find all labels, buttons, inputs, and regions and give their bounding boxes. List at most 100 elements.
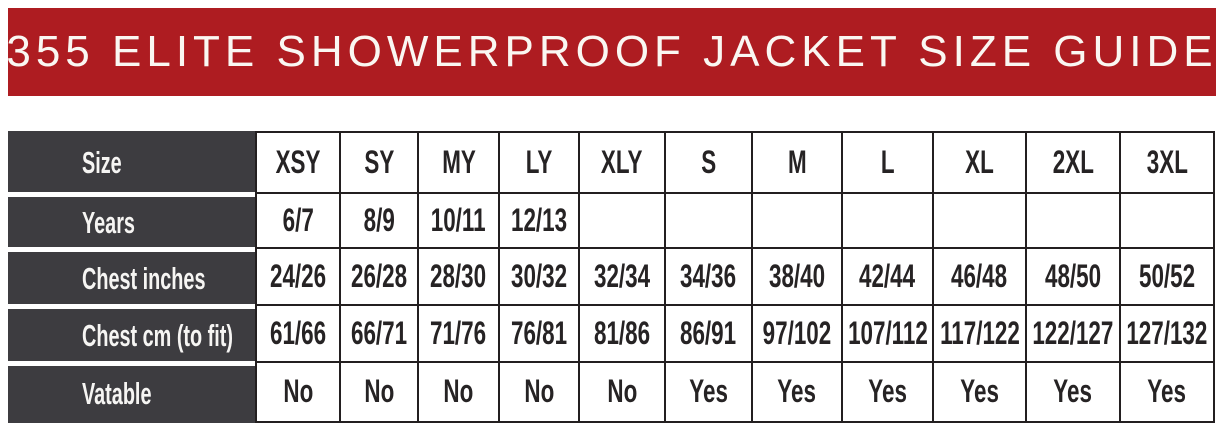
row-years: Years 6/7 8/9 10/11 12/13: [8, 191, 1215, 249]
row-chest-cm: Chest cm (to fit) 61/66 66/71 71/76 76/8…: [8, 303, 1215, 363]
cell-text: 38/40: [768, 257, 826, 294]
table-cell: 32/34: [578, 246, 666, 306]
cell-text: No: [524, 373, 554, 410]
table-cell: 71/76: [417, 303, 500, 363]
page-title: 355 ELITE SHOWERPROOF JACKET SIZE GUIDE: [6, 27, 1218, 76]
table-cell: [932, 191, 1027, 249]
cell-text: Yes: [960, 373, 999, 410]
table-cell: 8/9: [338, 191, 420, 249]
table-cell: [578, 191, 666, 249]
column-header-text: 3XL: [1146, 144, 1188, 180]
table-cell: [1119, 191, 1215, 249]
cell-text: No: [607, 373, 637, 410]
row-label-text: Size: [82, 144, 122, 180]
cell-text: 10/11: [431, 201, 486, 238]
cell-text: 42/44: [859, 257, 916, 294]
row-label-years: Years: [8, 191, 255, 249]
table-cell: 107/112: [840, 303, 935, 363]
table-cell: Yes: [932, 360, 1027, 423]
table-cell: 42/44: [840, 246, 935, 306]
cell-text: No: [443, 373, 474, 410]
table-cell: No: [338, 360, 420, 423]
table-cell: 86/91: [663, 303, 754, 363]
cell-text: 48/50: [1044, 257, 1102, 294]
table-cell: No: [255, 360, 341, 423]
table-cell: [1024, 191, 1122, 249]
table-cell: 50/52: [1119, 246, 1215, 306]
table-cell: No: [417, 360, 500, 423]
row-label-text: Years: [82, 204, 135, 240]
column-header-text: S: [701, 144, 716, 180]
table-cell: 127/132: [1119, 303, 1215, 363]
row-chest-inches: Chest inches 24/26 26/28 28/30 30/32 32/…: [8, 246, 1215, 306]
cell-text: 127/132: [1126, 314, 1208, 351]
table-cell: [663, 191, 754, 249]
table-cell: 24/26: [255, 246, 341, 306]
cell-text: 71/76: [430, 314, 487, 351]
column-header-2xl: 2XL: [1024, 131, 1122, 194]
table-cell: Yes: [751, 360, 843, 423]
cell-text: Yes: [689, 373, 728, 410]
column-header-text: LY: [525, 144, 553, 180]
cell-text: 122/127: [1032, 314, 1114, 351]
table-cell: Yes: [840, 360, 935, 423]
cell-text: 26/28: [350, 257, 408, 294]
column-header-text: MY: [441, 144, 476, 180]
column-header-m: M: [751, 131, 843, 194]
column-header-my: MY: [417, 131, 500, 194]
cell-text: 30/32: [510, 257, 568, 294]
table-cell: 10/11: [417, 191, 500, 249]
table-cell: 81/86: [578, 303, 666, 363]
cell-text: No: [283, 373, 313, 410]
column-header-text: M: [787, 144, 807, 180]
column-header-text: XLY: [601, 144, 643, 180]
header-row: Size XSY SY MY LY XLY S M L XL 2XL 3XL: [8, 131, 1215, 194]
row-label-size: Size: [8, 131, 255, 194]
table-cell: 26/28: [338, 246, 420, 306]
cell-text: 76/81: [510, 314, 568, 351]
cell-text: Yes: [1053, 373, 1093, 410]
cell-text: 34/36: [680, 257, 737, 294]
table-cell: 122/127: [1024, 303, 1122, 363]
table-cell: 46/48: [932, 246, 1027, 306]
row-label-chest-cm: Chest cm (to fit): [8, 303, 255, 363]
table-cell: 76/81: [497, 303, 581, 363]
cell-text: Yes: [1147, 373, 1187, 410]
column-header-text: L: [880, 144, 895, 180]
column-header-l: L: [840, 131, 935, 194]
size-guide-banner: 355 ELITE SHOWERPROOF JACKET SIZE GUIDE: [6, 8, 1218, 96]
table-cell: No: [497, 360, 581, 423]
cell-text: 46/48: [951, 257, 1008, 294]
column-header-text: XSY: [275, 144, 321, 180]
cell-text: Yes: [777, 373, 817, 410]
table-cell: 6/7: [255, 191, 341, 249]
cell-text: 24/26: [269, 257, 327, 294]
table-cell: No: [578, 360, 666, 423]
table-cell: 117/122: [932, 303, 1027, 363]
column-header-text: SY: [364, 144, 394, 180]
table-cell: 38/40: [751, 246, 843, 306]
table-cell: Yes: [1024, 360, 1122, 423]
size-guide-table: Size XSY SY MY LY XLY S M L XL 2XL 3XL Y…: [8, 131, 1215, 423]
row-label-vatable: Vatable: [8, 360, 255, 423]
column-header-sy: SY: [338, 131, 420, 194]
cell-text: 61/66: [269, 314, 327, 351]
row-vatable: Vatable No No No No No Yes Yes Yes Yes Y…: [8, 360, 1215, 423]
table-cell: 97/102: [751, 303, 843, 363]
table-cell: 30/32: [497, 246, 581, 306]
column-header-ly: LY: [497, 131, 581, 194]
row-label-text: Chest inches: [82, 260, 206, 296]
cell-text: 66/71: [350, 314, 408, 351]
cell-text: 107/112: [847, 314, 928, 351]
column-header-3xl: 3XL: [1119, 131, 1215, 194]
column-header-xsy: XSY: [255, 131, 341, 194]
table-cell: [751, 191, 843, 249]
table-cell: 34/36: [663, 246, 754, 306]
table-cell: 48/50: [1024, 246, 1122, 306]
column-header-text: XL: [965, 144, 994, 180]
cell-text: 86/91: [680, 314, 737, 351]
table-cell: 66/71: [338, 303, 420, 363]
row-label-text: Vatable: [82, 376, 152, 412]
cell-text: 97/102: [762, 314, 832, 351]
